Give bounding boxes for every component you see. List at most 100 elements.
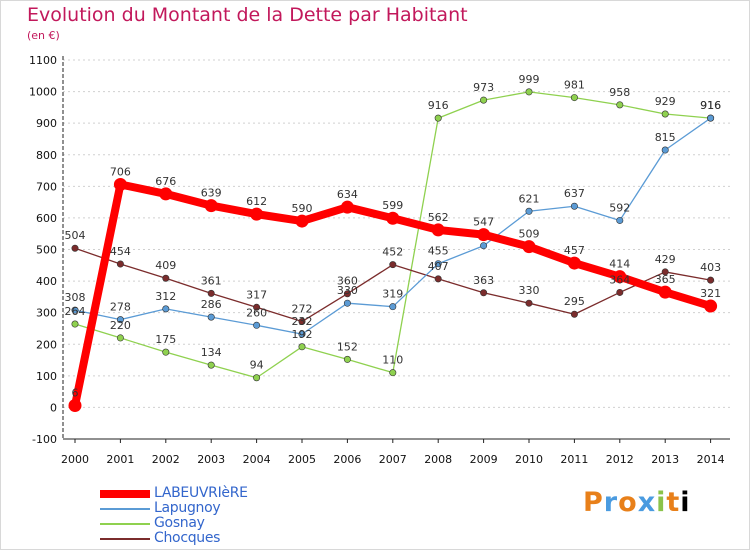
data-point — [386, 211, 400, 225]
y-tick-label: 1000 — [29, 86, 57, 99]
legend-label: Gosnay — [154, 515, 205, 531]
axis-layer: -100 0 100 200 300 400 500 600 700 800 900 1000 1100… — [29, 54, 730, 466]
data-label: 295 — [564, 295, 585, 308]
data-label: 455 — [428, 245, 449, 258]
logo-letter: t — [666, 487, 681, 518]
data-point — [389, 303, 397, 311]
x-tick-label: 2014 — [697, 453, 725, 466]
y-tick-label: 300 — [36, 307, 57, 320]
data-point — [162, 348, 170, 356]
data-label: 981 — [564, 79, 585, 92]
y-tick-label: 200 — [36, 338, 57, 351]
x-tick-label: 2009 — [470, 453, 498, 466]
x-tick-label: 2007 — [379, 453, 407, 466]
legend-item: Gosnay — [100, 515, 300, 531]
data-point — [661, 146, 669, 154]
data-point — [616, 101, 624, 109]
data-label: 958 — [609, 86, 630, 99]
data-label-layer: 6 706 676 639 612 590 634 599 562 547 509 457 414 365… — [65, 73, 722, 400]
data-point — [477, 228, 491, 242]
data-point — [207, 361, 215, 369]
logo-letter: i — [656, 487, 667, 518]
data-label: 916 — [428, 99, 449, 112]
x-tick-label: 2008 — [424, 453, 452, 466]
data-point — [570, 310, 578, 318]
y-tick-label: 400 — [36, 275, 57, 288]
data-label: 312 — [155, 290, 176, 303]
data-point — [298, 318, 306, 326]
data-label: 916 — [700, 99, 721, 112]
data-label: 454 — [110, 245, 131, 258]
data-point — [207, 289, 215, 297]
data-label: 110 — [382, 354, 403, 367]
y-tick-label: 0 — [50, 401, 57, 414]
data-point — [707, 114, 715, 122]
data-label: 457 — [564, 244, 585, 257]
legend-item: Lapugnoy — [100, 500, 300, 516]
data-label: 634 — [337, 188, 358, 201]
data-label: 6 — [72, 387, 79, 400]
data-point — [661, 110, 669, 118]
legend-item: Chocques — [100, 530, 300, 546]
data-label: 330 — [519, 284, 540, 297]
data-point — [616, 288, 624, 296]
data-point — [704, 299, 718, 313]
data-point — [567, 256, 581, 270]
data-label: 429 — [655, 253, 676, 266]
data-point — [570, 94, 578, 102]
legend-swatch — [100, 538, 150, 540]
x-tick-label: 2013 — [651, 453, 679, 466]
x-tick-label: 2004 — [243, 453, 271, 466]
proxiti-logo: Proxiti — [583, 487, 691, 518]
chart-title: Evolution du Montant de la Dette par Hab… — [27, 4, 468, 26]
data-label: 509 — [519, 228, 540, 241]
data-point — [525, 88, 533, 96]
data-label: 706 — [110, 165, 131, 178]
data-point — [298, 343, 306, 351]
data-label: 999 — [519, 73, 540, 86]
data-point — [71, 244, 79, 252]
data-point — [616, 216, 624, 224]
data-point — [343, 299, 351, 307]
data-label: 360 — [337, 275, 358, 288]
data-point — [71, 306, 79, 314]
data-point — [480, 242, 488, 250]
data-label: 220 — [110, 319, 131, 332]
legend-item: LABEUVRIèRE — [100, 485, 300, 501]
logo-letter: x — [637, 487, 657, 518]
data-label: 175 — [155, 333, 176, 346]
logo-letter: i — [680, 487, 691, 518]
data-label: 319 — [382, 288, 403, 301]
data-label: 639 — [201, 187, 222, 200]
chart-unit: (en €) — [27, 29, 60, 42]
data-point — [522, 240, 536, 254]
y-tick-label: 500 — [36, 244, 57, 257]
data-label: 363 — [473, 274, 494, 287]
data-label: 409 — [155, 259, 176, 272]
y-tick-label: -100 — [32, 433, 57, 446]
data-label: 916 — [700, 99, 721, 112]
data-point — [250, 207, 264, 221]
legend-swatch — [100, 523, 150, 525]
y-tick-label: 800 — [36, 149, 57, 162]
data-label: 192 — [292, 328, 313, 341]
x-tick-label: 2001 — [106, 453, 134, 466]
logo-letter: o — [618, 487, 638, 518]
data-point — [340, 200, 354, 214]
legend-label: Lapugnoy — [154, 500, 221, 516]
data-label: 621 — [519, 192, 540, 205]
data-label: 361 — [201, 274, 222, 287]
data-point — [298, 330, 306, 338]
data-label: 547 — [473, 216, 494, 229]
data-point — [253, 321, 261, 329]
data-point — [295, 214, 309, 228]
data-label: 317 — [246, 288, 267, 301]
data-label: 815 — [655, 131, 676, 144]
data-point — [707, 276, 715, 284]
logo-letter: r — [603, 487, 619, 518]
data-point — [253, 303, 261, 311]
y-tick-label: 900 — [36, 117, 57, 130]
data-point — [162, 305, 170, 313]
legend-swatch — [100, 508, 150, 510]
